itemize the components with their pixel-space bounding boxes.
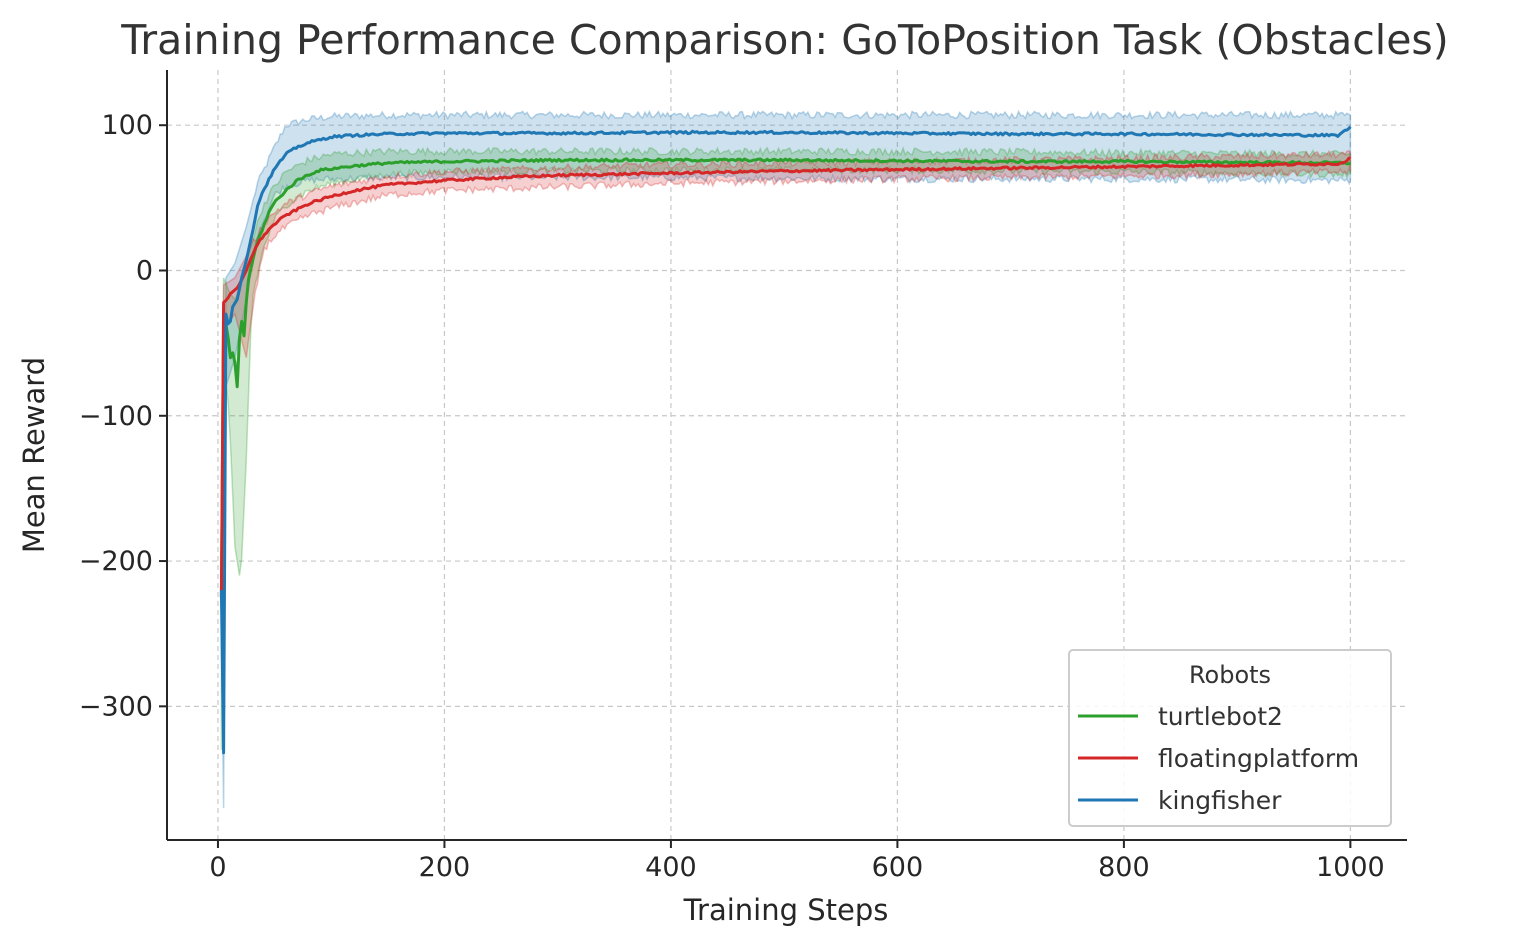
- confidence-bands: [220, 109, 1352, 809]
- band-floatingplatform: [220, 149, 1352, 634]
- band-turtlebot2: [220, 145, 1352, 750]
- legend-label-floatingplatform: floatingplatform: [1158, 744, 1359, 773]
- legend-title: Robots: [1189, 661, 1271, 689]
- line-kingfisher: [219, 125, 1352, 755]
- x-tick-label-1: 200: [419, 852, 471, 883]
- x-tick-label-4: 800: [1098, 852, 1150, 883]
- x-tick-label-0: 0: [209, 852, 226, 883]
- chart-title: Training Performance Comparison: GoToPos…: [120, 16, 1449, 64]
- series-lines: [219, 125, 1352, 755]
- band-kingfisher: [220, 109, 1352, 809]
- y-tick-label-3: −200: [79, 546, 153, 577]
- x-axis-label: Training Steps: [683, 893, 889, 927]
- y-tick-label-2: −100: [79, 401, 153, 432]
- y-tick-label-0: 100: [101, 110, 153, 141]
- legend-frame: [1068, 649, 1392, 827]
- legend-label-turtlebot2: turtlebot2: [1158, 702, 1283, 731]
- legend: Robots turtlebot2 floatingplatform kingf…: [1068, 649, 1392, 827]
- x-tick-label-5: 1000: [1316, 852, 1385, 883]
- legend-label-kingfisher: kingfisher: [1158, 786, 1282, 815]
- y-tick-label-4: −300: [79, 691, 153, 722]
- y-tick-label-1: 0: [136, 255, 153, 286]
- line-floatingplatform: [219, 156, 1352, 598]
- line-turtlebot2: [219, 157, 1352, 598]
- x-tick-label-3: 600: [872, 852, 924, 883]
- y-axis-label: Mean Reward: [17, 357, 51, 553]
- x-tick-label-2: 400: [645, 852, 697, 883]
